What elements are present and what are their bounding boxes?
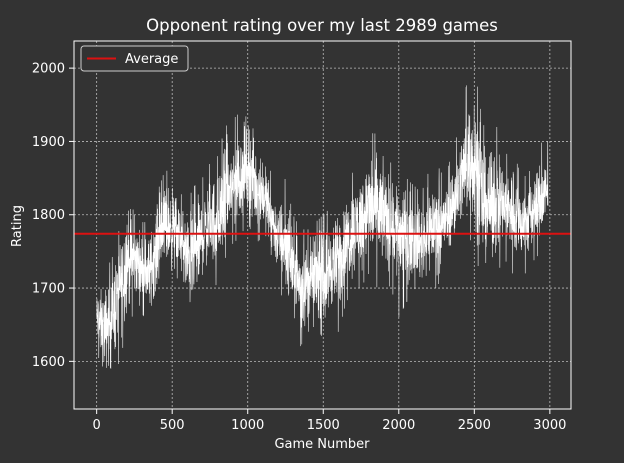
y-tick-label: 1900 [32, 135, 65, 150]
x-axis-label: Game Number [274, 437, 370, 452]
y-tick-label: 1700 [32, 282, 65, 297]
y-axis-label: Rating [10, 205, 25, 247]
x-tick-label: 3000 [533, 418, 566, 433]
chart-title: Opponent rating over my last 2989 games [146, 16, 498, 35]
rating-line [96, 85, 549, 369]
legend-box [80, 45, 189, 72]
plot-frame [73, 40, 572, 410]
x-tick-label: 2500 [458, 418, 491, 433]
y-axis-ticks: 1600 1700 1800 1900 2000 [32, 62, 74, 370]
x-tick-label: 500 [160, 418, 185, 433]
x-tick-label: 2000 [382, 418, 415, 433]
y-tick-label: 1600 [32, 355, 65, 370]
x-tick-label: 1000 [231, 418, 264, 433]
rating-series [96, 85, 549, 369]
x-axis-ticks: 0 500 1000 1500 2000 2500 3000 [93, 409, 566, 433]
y-tick-label: 2000 [32, 62, 65, 77]
y-tick-label: 1800 [32, 208, 65, 223]
legend: Average [80, 45, 189, 72]
x-tick-label: 0 [93, 418, 101, 433]
legend-average-label: Average [125, 52, 178, 67]
x-tick-label: 1500 [307, 418, 340, 433]
